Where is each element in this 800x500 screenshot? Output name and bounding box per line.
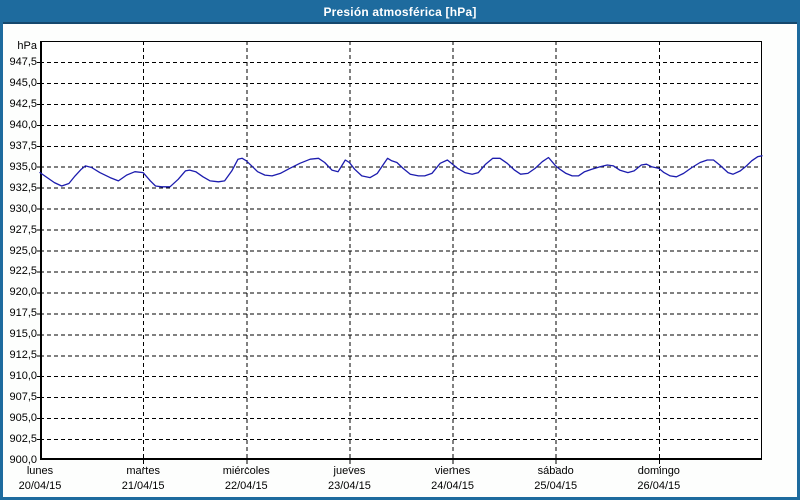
y-axis-tick-label: 927,5 — [9, 223, 37, 236]
x-axis-date: 20/04/15 — [18, 480, 62, 492]
x-axis-label: domingo 26/04/15 — [607, 464, 711, 493]
y-axis-tick-label: 910,0 — [9, 370, 37, 383]
y-axis-tick-label: 907,5 — [9, 391, 37, 404]
y-axis-tick-label: 920,0 — [9, 286, 37, 299]
x-axis-day-name: martes — [126, 465, 160, 477]
x-axis-day-name: domingo — [637, 465, 680, 477]
x-axis-label: jueves 23/04/15 — [297, 464, 401, 493]
y-axis-tick-label: 922,5 — [9, 265, 37, 278]
x-axis-label: martes 21/04/15 — [91, 464, 195, 493]
y-axis-unit-label: hPa — [17, 40, 37, 52]
x-axis-date: 21/04/15 — [121, 480, 165, 492]
y-axis-tick-label: 942,5 — [9, 97, 37, 110]
x-axis-date: 23/04/15 — [328, 480, 371, 492]
x-axis-label: miércoles 22/04/15 — [194, 464, 298, 493]
y-axis-tick-label: 915,0 — [9, 328, 37, 341]
x-axis-date: 22/04/15 — [224, 480, 268, 492]
x-axis-date: 24/04/15 — [431, 480, 474, 492]
y-axis-tick-label: 917,5 — [9, 307, 37, 320]
y-axis-tick-label: 932,5 — [9, 181, 37, 194]
y-axis-tick-label: 940,0 — [9, 118, 37, 131]
x-axis-label: lunes 20/04/15 — [3, 464, 92, 493]
x-axis-day-name: lunes — [26, 465, 54, 477]
y-axis-tick-label: 905,0 — [9, 412, 37, 425]
y-axis-tick-label: 930,0 — [9, 202, 37, 215]
x-axis-label: viernes 24/04/15 — [401, 464, 505, 493]
y-axis-tick-label: 912,5 — [9, 349, 37, 362]
y-axis-tick-label: 947,5 — [9, 55, 37, 68]
y-axis-tick-label: 945,0 — [9, 76, 37, 89]
x-axis-label: sábado 25/04/15 — [504, 464, 608, 493]
y-axis-tick-label: 935,0 — [9, 160, 37, 173]
x-axis-date: 25/04/15 — [534, 480, 578, 492]
y-axis-tick-label: 925,0 — [9, 244, 37, 257]
plot-area — [37, 41, 763, 468]
y-axis-tick-label: 937,5 — [9, 139, 37, 152]
x-axis-day-name: sábado — [537, 465, 574, 477]
chart-title: Presión atmosférica [hPa] — [323, 5, 477, 19]
x-axis-date: 26/04/15 — [637, 480, 681, 492]
chart-title-bar: Presión atmosférica [hPa] — [3, 3, 797, 24]
y-axis-tick-label: 902,5 — [9, 433, 37, 446]
x-axis-day-name: miércoles — [222, 465, 270, 477]
y-axis-tick-label: 900,0 — [9, 454, 37, 466]
x-axis-day-name: viernes — [434, 465, 471, 477]
pressure-line — [39, 155, 763, 188]
x-axis-day-name: jueves — [333, 465, 366, 477]
